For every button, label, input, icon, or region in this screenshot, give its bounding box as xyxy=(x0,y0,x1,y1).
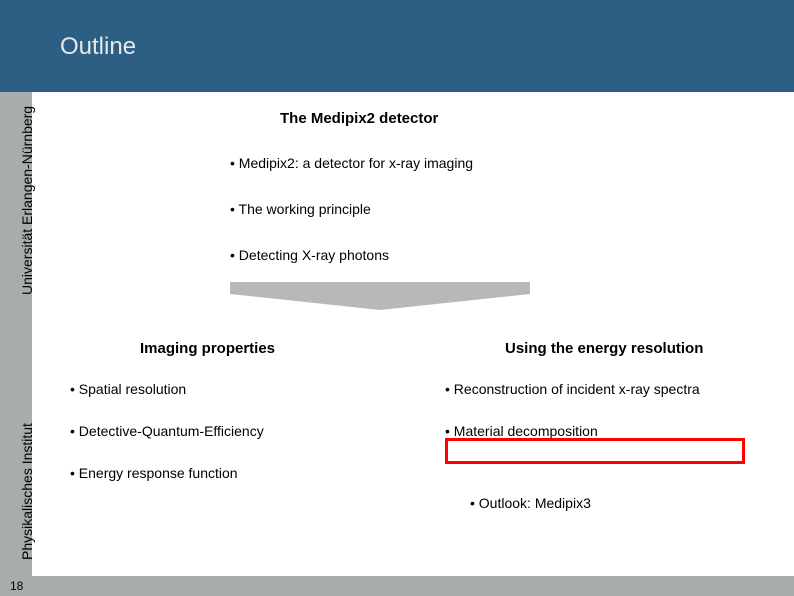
page-number: 18 xyxy=(10,579,23,593)
section-heading-top: The Medipix2 detector xyxy=(280,110,438,127)
bullet-item: Spatial resolution xyxy=(70,380,264,398)
bullet-item: Energy response function xyxy=(70,464,264,482)
section-heading-right: Using the energy resolution xyxy=(505,340,703,357)
down-arrow-icon xyxy=(230,282,530,310)
highlight-rectangle xyxy=(445,438,745,464)
bullet-item: The working principle xyxy=(230,201,473,217)
slide-title: Outline xyxy=(60,33,136,61)
outlook-bullet: Outlook: Medipix3 xyxy=(470,495,591,511)
footer-bar: 18 xyxy=(0,576,794,596)
bullet-item: Detecting X-ray photons xyxy=(230,247,473,263)
left-bullet-list: Spatial resolution Detective-Quantum-Eff… xyxy=(70,380,264,507)
section-heading-left: Imaging properties xyxy=(140,340,275,357)
slide-header: Outline xyxy=(0,0,794,92)
bullet-item: Medipix2: a detector for x-ray imaging xyxy=(230,155,473,171)
bullet-item: Detective-Quantum-Efficiency xyxy=(70,422,264,440)
bullet-item: Reconstruction of incident x-ray spectra xyxy=(445,380,700,398)
affiliation-institute: Physikalisches Institut xyxy=(19,423,35,560)
main-bullet-list: Medipix2: a detector for x-ray imaging T… xyxy=(230,155,473,293)
affiliation-university: Universität Erlangen-Nürnberg xyxy=(19,106,35,295)
